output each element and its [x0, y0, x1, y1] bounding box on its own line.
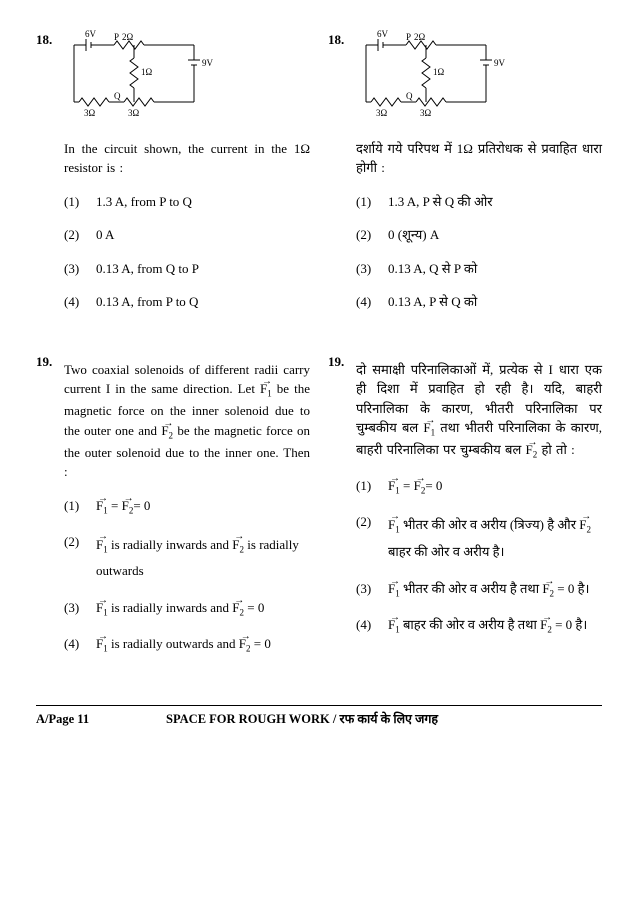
option-2: (2) →F1 भीतर की ओर व अरीय (त्रिज्य) है औ… [356, 512, 602, 565]
option-1: (1) →F1 = →F2= 0 [356, 476, 602, 498]
qbody: 6V P 2Ω 1Ω 9V 3Ω Q 3Ω दर्शाये गये परिपथ … [356, 30, 602, 326]
rough-work-label: SPACE FOR ROUGH WORK / रफ कार्य के लिए ज… [166, 710, 438, 729]
question-19-hi: 19. दो समाक्षी परिनालिकाओं में, प्रत्येक… [328, 352, 602, 652]
svg-text:9V: 9V [494, 58, 506, 68]
qnum: 18. [36, 30, 64, 326]
option-3: (3)0.13 A, from Q to P [64, 259, 310, 279]
option-2: (2)0 (शून्य) A [356, 225, 602, 245]
page-columns: 18. [36, 30, 602, 697]
option-4: (4) →F1 is radially outwards and →F2 = 0 [64, 634, 310, 656]
col-english: 18. [36, 30, 310, 697]
option-3: (3) →F1 भीतर की ओर व अरीय है तथा →F2 = 0… [356, 579, 602, 601]
question-text: Two coaxial solenoids of different radii… [64, 360, 310, 482]
qnum: 18. [328, 30, 356, 326]
option-1: (1)1.3 A, P से Q की ओर [356, 192, 602, 212]
svg-text:3Ω: 3Ω [420, 108, 432, 118]
question-18-en: 18. [36, 30, 310, 326]
svg-text:6V: 6V [377, 30, 389, 39]
qnum: 19. [328, 352, 356, 652]
question-text: दर्शाये गये परिपथ में 1Ω प्रतिरोधक से प्… [356, 139, 602, 178]
svg-text:3Ω: 3Ω [84, 108, 96, 118]
svg-text:1Ω: 1Ω [141, 67, 153, 77]
qbody: Two coaxial solenoids of different radii… [64, 352, 310, 671]
svg-text:2Ω: 2Ω [414, 32, 426, 42]
svg-text:9V: 9V [202, 58, 214, 68]
svg-text:Q: Q [406, 91, 413, 101]
option-4: (4)0.13 A, from P to Q [64, 292, 310, 312]
question-text: In the circuit shown, the current in the… [64, 139, 310, 178]
svg-text:3Ω: 3Ω [376, 108, 388, 118]
qbody: 6V P 2Ω 1Ω 9V 3Ω Q 3Ω In the circuit sho… [64, 30, 310, 326]
qbody: दो समाक्षी परिनालिकाओं में, प्रत्येक से … [356, 352, 602, 652]
svg-text:6V: 6V [85, 30, 97, 39]
qnum: 19. [36, 352, 64, 671]
option-3: (3) →F1 is radially inwards and →F2 = 0 [64, 598, 310, 620]
option-4: (4)0.13 A, P से Q को [356, 292, 602, 312]
col-hindi: 18. [328, 30, 602, 697]
option-3: (3)0.13 A, Q से P को [356, 259, 602, 279]
svg-text:P: P [114, 32, 119, 42]
svg-text:1Ω: 1Ω [433, 67, 445, 77]
circuit-diagram: 6V P 2Ω 1Ω 9V 3Ω Q 3Ω [356, 30, 506, 125]
svg-text:P: P [406, 32, 411, 42]
page-footer: A/Page 11 SPACE FOR ROUGH WORK / रफ कार्… [36, 705, 602, 729]
option-4: (4) →F1 बाहर की ओर व अरीय है तथा →F2 = 0… [356, 615, 602, 637]
question-18-hi: 18. [328, 30, 602, 326]
svg-text:3Ω: 3Ω [128, 108, 140, 118]
circuit-diagram: 6V P 2Ω 1Ω 9V 3Ω Q 3Ω [64, 30, 214, 125]
question-19-en: 19. Two coaxial solenoids of different r… [36, 352, 310, 671]
question-text: दो समाक्षी परिनालिकाओं में, प्रत्येक से … [356, 360, 602, 463]
option-2: (2)0 A [64, 225, 310, 245]
svg-text:2Ω: 2Ω [122, 32, 134, 42]
option-2: (2) →F1 is radially inwards and →F2 is r… [64, 532, 310, 585]
option-1: (1) →F1 = →F2= 0 [64, 496, 310, 518]
page-number: A/Page 11 [36, 710, 166, 729]
option-1: (1)1.3 A, from P to Q [64, 192, 310, 212]
svg-text:Q: Q [114, 91, 121, 101]
